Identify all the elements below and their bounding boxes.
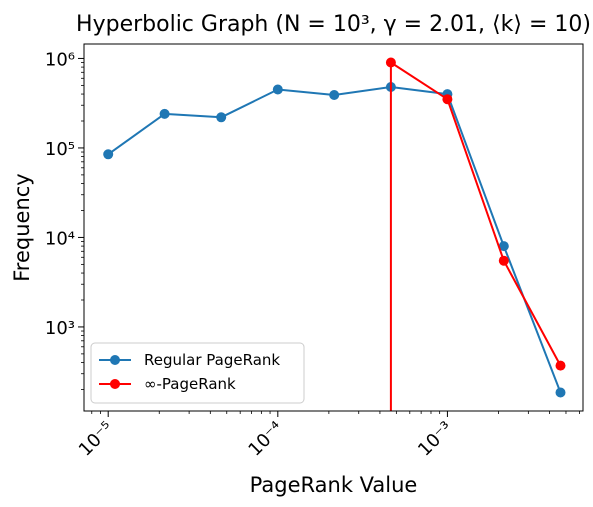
data-point-regular-pagerank xyxy=(329,90,340,100)
legend-label-regular-pagerank: Regular PageRank xyxy=(144,351,280,369)
data-point-regular-pagerank xyxy=(159,108,170,119)
data-point-regular-pagerank xyxy=(103,149,114,160)
chart-title: Hyperbolic Graph (N = 10³, γ = 2.01, ⟨k⟩… xyxy=(76,12,591,37)
x-tick-label: 10⁻⁴ xyxy=(244,418,287,461)
x-tick-label: 10⁻³ xyxy=(414,418,457,461)
legend-label-infinity-pagerank: ∞-PageRank xyxy=(144,375,236,393)
data-point-regular-pagerank xyxy=(498,241,509,252)
y-tick-label: 10⁶ xyxy=(45,49,75,70)
y-axis-label: Frequency xyxy=(10,173,34,282)
data-point-infinity-pagerank xyxy=(498,255,509,266)
y-tick-label: 10⁵ xyxy=(45,139,75,160)
chart-legend: Regular PageRank ∞-PageRank xyxy=(90,342,305,404)
x-tick-label: 10⁻⁵ xyxy=(75,418,118,461)
data-point-regular-pagerank xyxy=(272,84,283,95)
axes-frame xyxy=(83,43,584,412)
data-point-infinity-pagerank xyxy=(385,57,396,68)
legend-marker-regular-pagerank xyxy=(110,355,120,365)
legend-marker-infinity-pagerank xyxy=(110,379,120,389)
y-tick-label: 10³ xyxy=(45,318,75,339)
data-point-infinity-pagerank xyxy=(555,360,566,371)
data-point-regular-pagerank xyxy=(216,112,227,123)
y-tick-label: 10⁴ xyxy=(45,228,75,249)
data-point-regular-pagerank xyxy=(555,387,566,398)
data-point-infinity-pagerank xyxy=(442,94,453,105)
legend-box xyxy=(90,342,305,404)
x-axis-label: PageRank Value xyxy=(250,473,418,497)
data-layer xyxy=(103,57,566,411)
series-line-infinity-pagerank xyxy=(389,61,562,411)
